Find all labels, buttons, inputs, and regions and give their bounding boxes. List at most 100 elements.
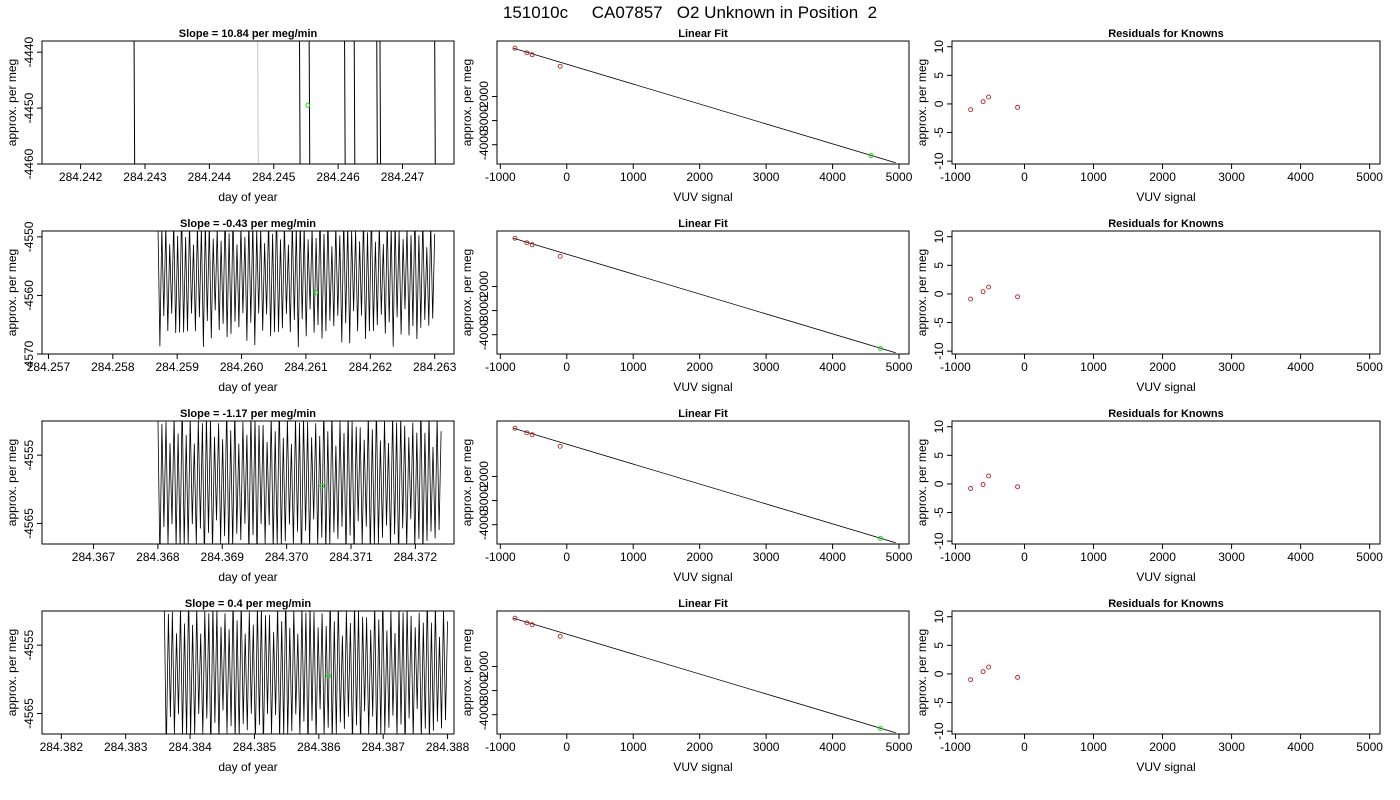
x-axis-label: VUV signal [673, 380, 732, 394]
panel-r4-c2: Linear Fit -1000 0 1000 2000 3000 4000 5000 -400… [460, 598, 913, 774]
x-tick-label: 1000 [1080, 170, 1107, 184]
panel-title: Slope = 0.4 per meg/min [185, 598, 312, 610]
known-point [986, 473, 992, 479]
x-tick-label: 3000 [1218, 740, 1245, 754]
plot-frame [496, 420, 910, 545]
x-tick-label: 0 [563, 170, 570, 184]
unknown-point [877, 725, 883, 731]
plot-area [968, 664, 1021, 683]
y-axis-label: approx. per meg [915, 249, 929, 336]
y-tick-label: 10 [932, 230, 946, 244]
known-point [986, 664, 992, 670]
trace-line [163, 611, 448, 734]
panel-title: Slope = -0.43 per meg/min [180, 218, 316, 230]
trace-spike [308, 41, 311, 164]
y-tick-label: -10 [932, 532, 946, 550]
fit-line [513, 237, 896, 354]
plot-area [512, 425, 896, 544]
y-axis-label: approx. per meg [460, 59, 474, 146]
known-point [524, 430, 530, 436]
panel-title: Residuals for Knowns [1108, 598, 1224, 610]
known-point [1015, 484, 1021, 490]
known-point [512, 615, 518, 621]
panel-title: Residuals for Knowns [1108, 218, 1224, 230]
fit-line [513, 617, 896, 734]
trace-spike [379, 41, 382, 164]
trace-line [157, 231, 436, 348]
known-point [557, 633, 563, 639]
y-tick-label: -4560 [22, 280, 36, 311]
x-tick-label: 284.382 [40, 740, 84, 754]
plot-frame [41, 420, 455, 545]
x-tick-label: 3000 [1218, 550, 1245, 564]
y-tick-label: -3000 [477, 485, 491, 516]
panel-r1-c1: Slope = 10.84 per meg/min 284.242 284.243 2… [5, 28, 455, 204]
y-tick-label: -3000 [477, 675, 491, 706]
known-point [968, 296, 974, 302]
trace-spike [434, 41, 436, 164]
x-tick-label: 4000 [1287, 550, 1314, 564]
y-tick-label: 0 [932, 480, 946, 487]
y-axis-label: approx. per meg [5, 439, 19, 526]
plot-area [157, 231, 436, 348]
y-axis-label: approx. per meg [915, 629, 929, 716]
y-tick-label: -4000 [477, 509, 491, 540]
known-point [980, 99, 986, 105]
unknown-point [877, 345, 883, 351]
y-axis-label: approx. per meg [460, 439, 474, 526]
x-tick-label: 5000 [886, 170, 913, 184]
known-point [529, 432, 535, 438]
unknown-point [313, 290, 319, 295]
y-tick-label: -4000 [477, 319, 491, 350]
x-tick-label: 284.261 [284, 360, 328, 374]
plot-frame [951, 230, 1381, 355]
x-axis-label: day of year [218, 190, 277, 204]
y-tick-label: 0 [932, 290, 946, 297]
x-tick-label: 2000 [686, 740, 713, 754]
panel-r1-c3: Residuals for Knowns -1000 0 1000 2000 3000 40… [915, 28, 1383, 204]
x-tick-label: 2000 [686, 550, 713, 564]
x-tick-label: 284.246 [316, 170, 360, 184]
x-tick-label: -1000 [485, 740, 516, 754]
x-tick-label: 284.372 [394, 550, 438, 564]
y-tick-label: 4570 [22, 340, 36, 367]
plot-frame [496, 40, 910, 165]
x-tick-label: 0 [563, 360, 570, 374]
y-tick-label: -10 [932, 722, 946, 740]
x-tick-label: 5000 [886, 360, 913, 374]
plot-frame [496, 610, 910, 735]
x-tick-label: 4000 [819, 170, 846, 184]
x-tick-label: 284.257 [27, 360, 71, 374]
unknown-point [319, 483, 325, 489]
x-tick-label: 1000 [1080, 740, 1107, 754]
fit-line [513, 427, 896, 544]
x-tick-label: 1000 [620, 550, 647, 564]
x-tick-label: 5000 [1356, 550, 1383, 564]
y-tick-label: -10 [932, 342, 946, 360]
y-tick-label: -4440 [22, 37, 36, 68]
y-tick-label: -5 [932, 697, 946, 708]
fit-line [513, 47, 896, 164]
panel-title: Slope = -1.17 per meg/min [180, 408, 316, 420]
plot-area [512, 615, 896, 734]
x-tick-label: 284.370 [265, 550, 309, 564]
y-tick-label: -4565 [22, 508, 36, 539]
y-tick-label: 10 [932, 610, 946, 624]
panel-r3-c3: Residuals for Knowns -1000 0 1000 2000 3000 40… [915, 408, 1383, 584]
plot-area [512, 235, 896, 354]
x-tick-label: 284.368 [136, 550, 180, 564]
x-tick-label: 284.387 [361, 740, 405, 754]
plot-area [512, 45, 896, 164]
x-tick-label: 3000 [753, 550, 780, 564]
y-axis-label: approx. per meg [460, 249, 474, 336]
x-axis-label: VUV signal [673, 760, 732, 774]
x-tick-label: 284.258 [91, 360, 135, 374]
panel-r2-c1: Slope = -0.43 per meg/min 284.257 284.258 2… [5, 218, 457, 394]
known-point [524, 240, 530, 246]
trace-line [157, 421, 442, 544]
x-tick-label: 2000 [686, 170, 713, 184]
panel-title: Linear Fit [678, 218, 728, 230]
x-tick-label: 5000 [1356, 740, 1383, 754]
y-tick-label: -4555 [22, 440, 36, 471]
x-tick-label: 0 [563, 550, 570, 564]
